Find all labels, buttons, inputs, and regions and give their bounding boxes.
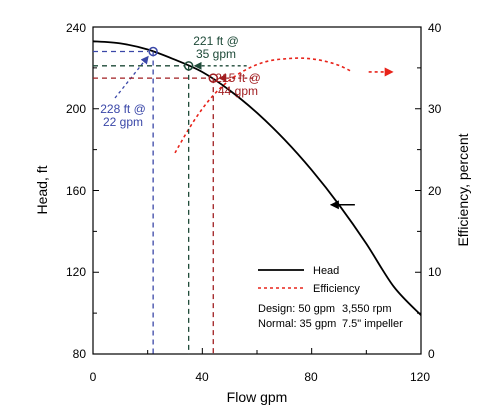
legend-efficiency-label: Efficiency — [313, 283, 360, 295]
operating-point-label: 22 gpm — [103, 115, 143, 129]
x-axis-title: Flow gpm — [227, 389, 288, 405]
y-right-tick-label: 30 — [428, 102, 442, 116]
design-notes: Design: 50 gpm 3,550 rpm Normal: 35 gpm … — [258, 303, 403, 330]
operating-point-marker — [148, 46, 158, 57]
operating-point-label: 35 gpm — [196, 47, 236, 61]
y-right-tick-label: 20 — [428, 184, 442, 198]
y-right-tick-label: 0 — [428, 347, 435, 361]
x-tick-label: 80 — [304, 370, 318, 384]
head-curve — [92, 40, 422, 316]
legend: Head Efficiency — [258, 265, 360, 295]
y-left-axis-title: Head, ft — [34, 165, 50, 214]
y-right-axis-title: Efficiency, percent — [455, 133, 471, 246]
x-tick-label: 0 — [90, 370, 97, 384]
operating-point-marker — [208, 73, 219, 83]
operating-point-label: 228 ft @ — [100, 102, 146, 116]
y-right-tick-label: 40 — [428, 21, 442, 35]
operating-point-leader-arrow — [114, 55, 149, 99]
y-left-tick-label: 120 — [66, 265, 86, 279]
operating-point-label: 44 gpm — [218, 84, 258, 98]
y-left-tick-label: 240 — [66, 21, 86, 35]
x-tick-label: 120 — [410, 370, 430, 384]
operating-point-label: 221 ft @ — [193, 34, 239, 48]
y-left-tick-label: 200 — [66, 102, 86, 116]
note-normal: Normal: 35 gpm — [258, 318, 336, 330]
x-tick-label: 40 — [195, 370, 209, 384]
note-rpm: 3,550 rpm — [342, 303, 392, 315]
operating-point-label: 215 ft @ — [215, 71, 261, 85]
note-design: Design: 50 gpm — [258, 303, 335, 315]
note-impeller: 7.5" impeller — [342, 318, 403, 330]
operating-point-marker — [183, 61, 194, 71]
chart-marks: 228 ft @22 gpm 221 ft @35 gpm 215 ft @44 g… — [92, 26, 422, 355]
y-left-tick-label: 160 — [66, 184, 86, 198]
y-right-tick-label: 10 — [428, 265, 442, 279]
legend-head-label: Head — [313, 265, 339, 277]
y-left-tick-label: 80 — [73, 347, 87, 361]
